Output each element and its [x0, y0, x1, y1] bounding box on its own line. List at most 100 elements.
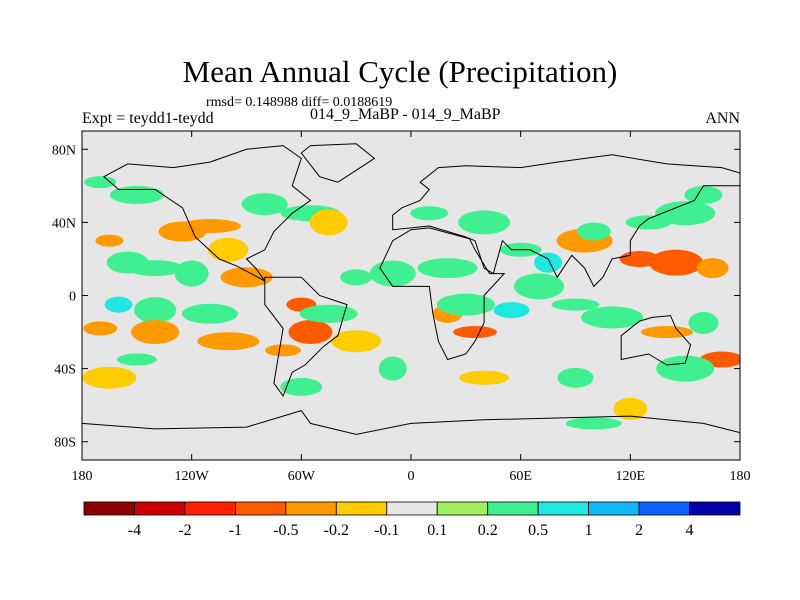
- anomaly-patch: [581, 306, 644, 329]
- colorbar-bin: [588, 501, 640, 516]
- coastline-south-america: [264, 276, 348, 398]
- colorbar-bin: [234, 501, 287, 516]
- anomaly-patch: [417, 258, 478, 279]
- anomaly-patch: [688, 311, 719, 334]
- x-tick-label: 60E: [509, 469, 532, 484]
- x-axis: 180 120W 60W 0 60E 120E 180: [72, 131, 751, 484]
- colorbar-label: -0.5: [273, 522, 298, 539]
- colorbar: -4 -2 -1 -0.5 -0.2 -0.1 0.1 0.2 0.5 1 2 4: [83, 501, 741, 539]
- colorbar-label: 0.5: [528, 522, 548, 539]
- y-tick-label: 80S: [54, 436, 76, 451]
- colorbar-bin: [487, 501, 539, 516]
- anomaly-patch: [493, 302, 530, 319]
- chart-title: Mean Annual Cycle (Precipitation): [182, 54, 618, 89]
- anomaly-patch: [513, 273, 564, 300]
- colorbar-bin: [537, 501, 590, 516]
- anomaly-patch: [655, 201, 716, 226]
- anomaly-patch: [299, 304, 358, 323]
- anomaly-patch: [208, 237, 249, 262]
- anomaly-patch: [684, 185, 723, 204]
- coastline-layer: [82, 143, 740, 460]
- stats-line: rmsd= 0.148988 diff= 0.0188619: [206, 95, 393, 110]
- colorbar-label: 2: [635, 522, 643, 539]
- anomaly-patch: [116, 353, 157, 366]
- colorbar-label: -4: [128, 522, 141, 539]
- anomaly-patch: [459, 370, 510, 385]
- x-tick-label: 120E: [616, 469, 646, 484]
- anomaly-patch: [640, 326, 693, 339]
- colorbar-label: -1: [229, 522, 242, 539]
- coastline-australia: [620, 315, 692, 366]
- colorbar-label: 0.2: [478, 522, 498, 539]
- colorbar-bin: [689, 501, 741, 516]
- y-tick-label: 0: [69, 290, 76, 305]
- anomaly-patch: [134, 297, 177, 324]
- colorbar-label: 1: [585, 522, 593, 539]
- colorbar-label: -2: [178, 522, 191, 539]
- anomaly-patch: [458, 210, 511, 235]
- anomaly-patch: [565, 417, 622, 430]
- colorbar-label: 0.1: [427, 522, 447, 539]
- anomaly-patch: [84, 176, 117, 189]
- anomaly-patch: [696, 258, 729, 279]
- x-tick-label: 0: [408, 469, 415, 484]
- anomaly-patch: [576, 222, 611, 241]
- experiment-label: Expt = teydd1-teydd: [82, 110, 214, 127]
- colorbar-label: 4: [686, 522, 694, 539]
- anomaly-patch: [95, 234, 124, 247]
- anomaly-patch: [174, 260, 209, 287]
- anomaly-patch: [109, 185, 164, 204]
- anomaly-patch: [265, 344, 302, 357]
- anomaly-patch: [181, 303, 238, 324]
- coastline-eurasia: [392, 154, 740, 288]
- coastline-antarctica: [82, 410, 740, 460]
- anomaly-patch: [378, 356, 407, 381]
- colorbar-bin: [335, 501, 388, 516]
- anomaly-patch: [452, 326, 497, 339]
- y-tick-label: 40S: [54, 363, 76, 378]
- anomaly-patch: [309, 209, 348, 236]
- colorbar-label: -0.1: [374, 522, 399, 539]
- colorbar-bin: [184, 501, 236, 516]
- anomaly-patch: [331, 330, 382, 353]
- anomaly-patch: [340, 269, 373, 286]
- anomaly-patch: [280, 377, 323, 396]
- anomaly-patch: [369, 260, 416, 287]
- colorbar-bin: [436, 501, 489, 516]
- x-tick-label: 180: [72, 469, 93, 484]
- colorbar-bin: [134, 501, 186, 516]
- anomaly-patch: [197, 332, 260, 351]
- anomaly-patch: [83, 321, 118, 336]
- colorbar-bin: [638, 501, 690, 516]
- anomaly-patch: [436, 293, 495, 316]
- colorbar-label: -0.2: [324, 522, 349, 539]
- anomaly-patch: [127, 260, 184, 277]
- colorbar-bin: [386, 501, 438, 516]
- anomaly-patch: [82, 366, 137, 389]
- anomaly-patch: [288, 320, 333, 345]
- anomaly-patch: [410, 206, 449, 221]
- coastline-africa: [379, 227, 506, 361]
- anomaly-patch: [656, 355, 715, 382]
- anomaly-patch: [178, 219, 241, 234]
- anomaly-patch: [131, 320, 180, 345]
- anomaly-patch: [241, 193, 288, 216]
- x-tick-label: 120W: [175, 469, 210, 484]
- x-tick-label: 60W: [288, 469, 316, 484]
- case-label: 014_9_MaBP - 014_9_MaBP: [310, 106, 501, 123]
- colorbar-bin: [285, 501, 337, 516]
- season-label: ANN: [705, 110, 740, 127]
- anomaly-patch: [534, 252, 563, 273]
- coastline-greenland: [300, 143, 376, 183]
- anomaly-patch: [220, 267, 273, 288]
- anomaly-patch: [649, 249, 704, 276]
- x-tick-label: 180: [730, 469, 751, 484]
- anomaly-patch: [613, 397, 648, 420]
- coastline-north-america: [103, 145, 312, 282]
- anomaly-patch: [551, 298, 600, 311]
- y-tick-label: 80N: [52, 143, 76, 158]
- anomaly-patch: [557, 367, 594, 388]
- y-axis: 80N 40N 0 40S 80S: [52, 143, 740, 451]
- anomaly-patch: [104, 296, 133, 313]
